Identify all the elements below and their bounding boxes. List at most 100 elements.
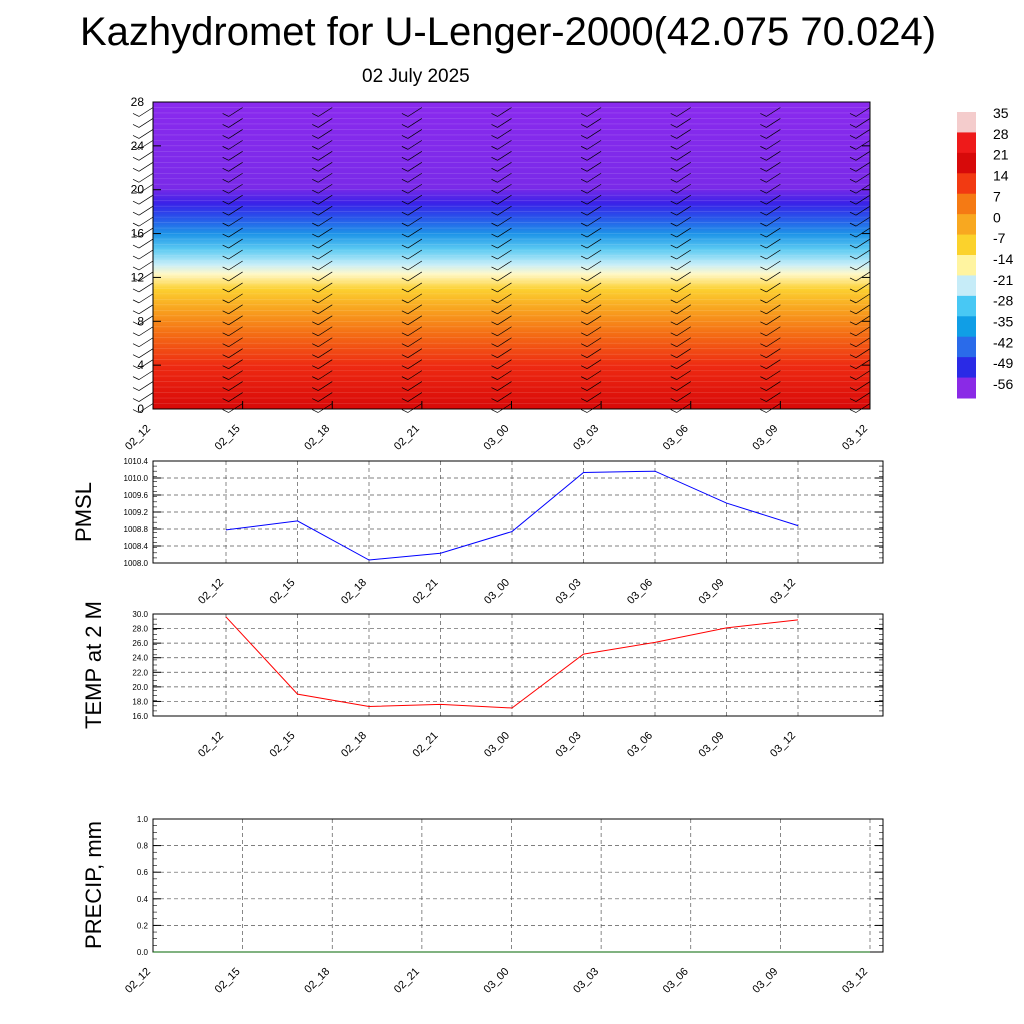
colorbar-label: 35: [993, 105, 1009, 121]
wind-barb-feather: [222, 124, 229, 128]
y-tick-label: 24: [131, 139, 145, 153]
wind-barb: [138, 205, 154, 216]
wind-barb: [766, 260, 781, 271]
wind-barb: [318, 238, 333, 249]
x-tick-label: 03_12: [768, 577, 798, 607]
wind-barb: [407, 326, 423, 337]
wind-barb-feather: [580, 387, 588, 391]
wind-barb: [228, 260, 243, 271]
wind-barb-feather: [491, 244, 498, 249]
y-axis-label: PMSL: [71, 482, 96, 542]
wind-barb: [586, 392, 602, 402]
y-tick-label: 0.0: [137, 948, 149, 957]
wind-barb: [318, 348, 333, 358]
wind-barb: [228, 205, 243, 216]
wind-barb: [228, 107, 243, 117]
wind-barb: [497, 129, 512, 139]
wind-barb: [497, 403, 512, 413]
wind-barb: [228, 337, 243, 348]
wind-barb: [855, 172, 871, 183]
wind-barb: [138, 271, 154, 282]
panel-frame: [152, 460, 884, 564]
colorbar-segment: [957, 357, 976, 379]
wind-barb-feather: [222, 255, 229, 260]
wind-barb-column: [132, 107, 154, 413]
wind-barb-feather: [580, 222, 588, 227]
colorbar-segment: [957, 112, 976, 133]
wind-barb: [855, 260, 871, 271]
wind-barb-feather: [401, 332, 409, 337]
wind-barb-feather: [849, 200, 857, 205]
wind-barb-feather: [491, 189, 498, 194]
wind-barb-feather: [580, 288, 588, 293]
wind-barb: [497, 326, 512, 337]
wind-barb: [138, 140, 154, 150]
y-tick-label: 1010.0: [124, 474, 149, 483]
wind-barb-feather: [312, 409, 319, 413]
colorbar-label: -42: [993, 334, 1013, 350]
wind-barb-feather: [760, 310, 767, 315]
wind-barb: [138, 107, 154, 117]
wind-barb: [138, 304, 154, 315]
wind-barb-feather: [670, 332, 677, 337]
wind-barb-feather: [670, 178, 677, 183]
wind-barb-feather: [222, 266, 229, 271]
wind-barb-feather: [760, 288, 767, 293]
wind-barb: [407, 348, 423, 358]
wind-barb-feather: [132, 233, 140, 238]
y-tick-label: 22.0: [132, 668, 148, 677]
wind-barb: [676, 271, 691, 282]
wind-barb: [855, 326, 871, 337]
wind-barb: [855, 249, 871, 260]
wind-barb-feather: [312, 288, 319, 293]
wind-barb: [138, 118, 154, 128]
wind-barb-feather: [580, 211, 588, 216]
wind-barb: [855, 151, 871, 161]
wind-barb: [586, 337, 602, 348]
wind-barb-feather: [401, 343, 409, 348]
wind-barb-feather: [132, 157, 140, 161]
wind-barb: [497, 337, 512, 348]
wind-barb: [228, 370, 243, 380]
x-tick-label: 03_00: [482, 730, 512, 760]
wind-barb-column: [760, 107, 781, 413]
wind-barb-feather: [670, 222, 677, 227]
wind-barb: [318, 337, 333, 348]
wind-barb-feather: [132, 277, 140, 282]
x-tick-label: 02_18: [339, 730, 369, 760]
wind-barb-feather: [401, 354, 409, 359]
wind-barb-feather: [849, 211, 857, 216]
wind-barb-feather: [580, 365, 588, 369]
wind-barb: [318, 162, 333, 172]
wind-barb: [766, 293, 781, 304]
x-tick-label: 03_00: [482, 423, 512, 453]
colorbar-label: -14: [993, 251, 1013, 267]
y-tick-label: 4: [137, 358, 144, 372]
y-axis-label: TEMP at 2 M: [81, 601, 106, 729]
wind-barb-feather: [401, 146, 409, 150]
wind-barb: [497, 359, 512, 369]
wind-barb-feather: [132, 365, 140, 369]
x-tick-label: 02_18: [302, 966, 332, 996]
colorbar-label: -35: [993, 314, 1013, 330]
wind-barb: [228, 183, 243, 194]
x-tick-label: 02_15: [268, 577, 298, 607]
colorbar-segment: [957, 132, 976, 154]
wind-barb: [676, 326, 691, 337]
wind-barb: [766, 304, 781, 315]
wind-barb: [228, 249, 243, 260]
wind-barb-feather: [222, 343, 229, 348]
wind-barb-feather: [401, 189, 409, 194]
wind-barb: [766, 271, 781, 282]
panel-frame: [152, 613, 884, 717]
wind-barb-feather: [491, 211, 498, 216]
wind-barb-feather: [580, 167, 588, 172]
y-tick-label: 16.0: [132, 712, 148, 721]
wind-barb: [497, 107, 512, 117]
wind-barb: [586, 403, 602, 413]
wind-barb-feather: [580, 332, 588, 337]
wind-barb: [318, 172, 333, 183]
wind-barb: [138, 326, 154, 337]
wind-barb-feather: [760, 211, 767, 216]
wind-barb: [138, 359, 154, 369]
